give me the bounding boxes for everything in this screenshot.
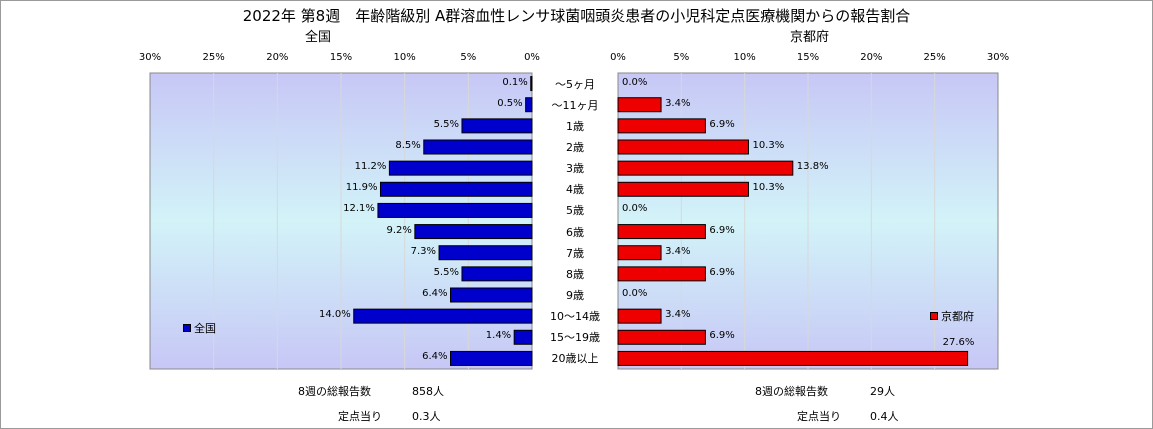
tick-label-kyoto: 0%	[610, 52, 626, 63]
kyoto-subtitle: 京都府	[790, 30, 830, 45]
tick-label-kyoto: 20%	[860, 52, 883, 63]
age-category-label: 3歳	[566, 162, 584, 176]
age-category-label: 1歳	[566, 119, 584, 133]
chart-title: 2022年 第8週 年齢階級別 A群溶血性レンサ球菌咽頭炎患者の小児科定点医療機…	[242, 7, 911, 25]
age-category-label: 7歳	[566, 246, 584, 260]
tick-label-national: 5%	[460, 52, 477, 63]
legend-label-national: 全国	[194, 322, 216, 335]
bar-national	[377, 202, 533, 218]
bar-kyoto	[617, 181, 749, 197]
data-label-kyoto: 0.0%	[622, 203, 648, 215]
data-label-national: 5.5%	[433, 266, 459, 278]
age-category-label: 9歳	[566, 289, 584, 302]
bar-national	[461, 118, 533, 134]
bar-kyoto	[617, 308, 662, 324]
legend-national: 全国	[183, 320, 216, 336]
tick-label-national: 0%	[524, 52, 540, 63]
tick-label-kyoto: 30%	[986, 52, 1010, 63]
tick-label-national: 30%	[138, 52, 162, 63]
data-label-national: 0.5%	[497, 97, 523, 109]
legend-swatch-kyoto	[930, 312, 938, 320]
age-category-label: 2歳	[566, 141, 584, 154]
bar-kyoto	[617, 97, 662, 113]
age-category-label: ～5ヶ月	[555, 77, 595, 91]
bar-national	[450, 350, 533, 366]
data-label-national: 14.0%	[318, 309, 351, 321]
age-category-label: 8歳	[566, 267, 584, 281]
bar-kyoto	[617, 266, 706, 282]
bar-national	[530, 76, 533, 92]
age-category-label: 20歳以上	[551, 352, 599, 366]
bar-kyoto	[617, 224, 706, 240]
age-category-label: 10～14歳	[550, 310, 600, 324]
national-per-value: 0.3人	[412, 410, 441, 423]
age-category-label: 6歳	[566, 225, 584, 239]
age-category-label: 15～19歳	[550, 331, 600, 345]
national-per-label: 定点当り	[338, 410, 382, 423]
data-label-national: 11.2%	[354, 161, 387, 173]
data-label-kyoto: 13.8%	[796, 161, 829, 173]
tick-label-kyoto: 5%	[673, 52, 690, 63]
data-label-kyoto: 0.0%	[622, 76, 648, 88]
bar-kyoto	[617, 245, 662, 261]
national-total-label: 8週の総報告数	[298, 385, 371, 398]
data-label-kyoto: 3.4%	[665, 309, 691, 321]
tick-label-national: 25%	[202, 52, 225, 63]
data-label-kyoto: 6.9%	[709, 330, 735, 342]
bar-national	[450, 287, 533, 303]
tick-label-kyoto: 25%	[923, 52, 946, 63]
kyoto-total-value: 29人	[870, 385, 895, 398]
data-label-national: 11.9%	[345, 182, 378, 194]
age-category-label: 5歳	[566, 204, 584, 218]
data-label-national: 6.4%	[422, 288, 448, 299]
bar-kyoto	[617, 329, 706, 345]
bar-kyoto	[617, 139, 749, 155]
kyoto-total-label: 8週の総報告数	[755, 385, 828, 398]
data-label-kyoto: 3.4%	[665, 245, 691, 257]
tick-label-kyoto: 15%	[796, 52, 820, 63]
data-label-national: 0.1%	[502, 76, 528, 88]
data-label-kyoto: 0.0%	[622, 288, 648, 299]
bar-national	[353, 308, 533, 324]
data-label-kyoto: 6.9%	[709, 266, 735, 278]
national-total-value: 858人	[412, 385, 444, 398]
data-label-national: 7.3%	[410, 245, 437, 257]
bar-national	[423, 139, 533, 155]
tick-label-national: 10%	[393, 52, 416, 63]
data-label-national: 9.2%	[386, 224, 412, 236]
data-label-kyoto: 10.3%	[752, 182, 785, 194]
data-label-national: 1.4%	[485, 330, 512, 342]
bar-national	[513, 329, 533, 345]
data-label-kyoto: 6.9%	[709, 224, 735, 236]
age-category-label: ～11ヶ月	[551, 98, 599, 112]
bar-national	[379, 181, 533, 197]
age-category-label: 4歳	[566, 183, 584, 197]
kyoto-per-label: 定点当り	[797, 410, 841, 423]
bar-national	[525, 97, 533, 113]
bar-national	[414, 224, 533, 240]
legend-kyoto: 京都府	[930, 308, 974, 324]
legend-swatch-national	[183, 324, 191, 332]
bar-kyoto	[617, 350, 969, 366]
data-label-national: 5.5%	[433, 118, 459, 130]
data-label-kyoto: 10.3%	[752, 140, 785, 151]
data-label-kyoto: 3.4%	[665, 97, 691, 109]
bar-national	[438, 245, 533, 261]
tick-label-kyoto: 10%	[733, 52, 756, 63]
bar-kyoto	[617, 160, 794, 176]
data-label-national: 6.4%	[422, 351, 448, 363]
data-label-kyoto: 6.9%	[709, 118, 735, 130]
national-subtitle: 全国	[305, 30, 332, 45]
data-label-national: 8.5%	[395, 140, 421, 151]
legend-label-kyoto: 京都府	[941, 310, 974, 323]
data-label-kyoto: 27.6%	[942, 337, 975, 349]
bar-national	[461, 266, 533, 282]
data-label-national: 12.1%	[343, 203, 375, 215]
tick-label-national: 20%	[266, 52, 289, 63]
bar-national	[388, 160, 533, 176]
tick-label-national: 15%	[329, 52, 353, 63]
kyoto-per-value: 0.4人	[870, 410, 899, 423]
bar-kyoto	[617, 118, 706, 134]
